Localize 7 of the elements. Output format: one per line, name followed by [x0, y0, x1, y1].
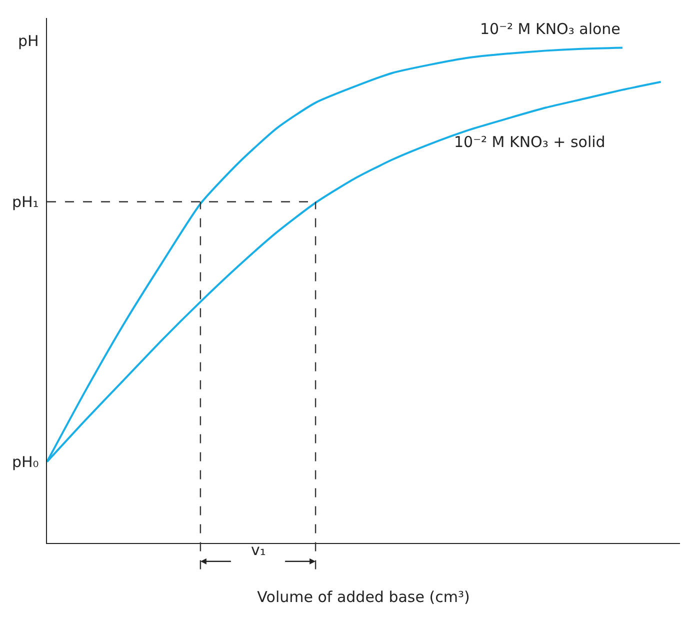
text: pH: [18, 32, 39, 50]
text: pH₀: [12, 453, 39, 471]
series-label: 10⁻² M KNO₃ alone: [480, 20, 620, 38]
annotation: v₁: [251, 541, 266, 559]
x-axis-title: Volume of added base (cm³): [257, 588, 470, 606]
ref-line-label: pH₁: [12, 193, 39, 211]
series-label: 10⁻² M KNO₃ + solid: [454, 133, 606, 151]
